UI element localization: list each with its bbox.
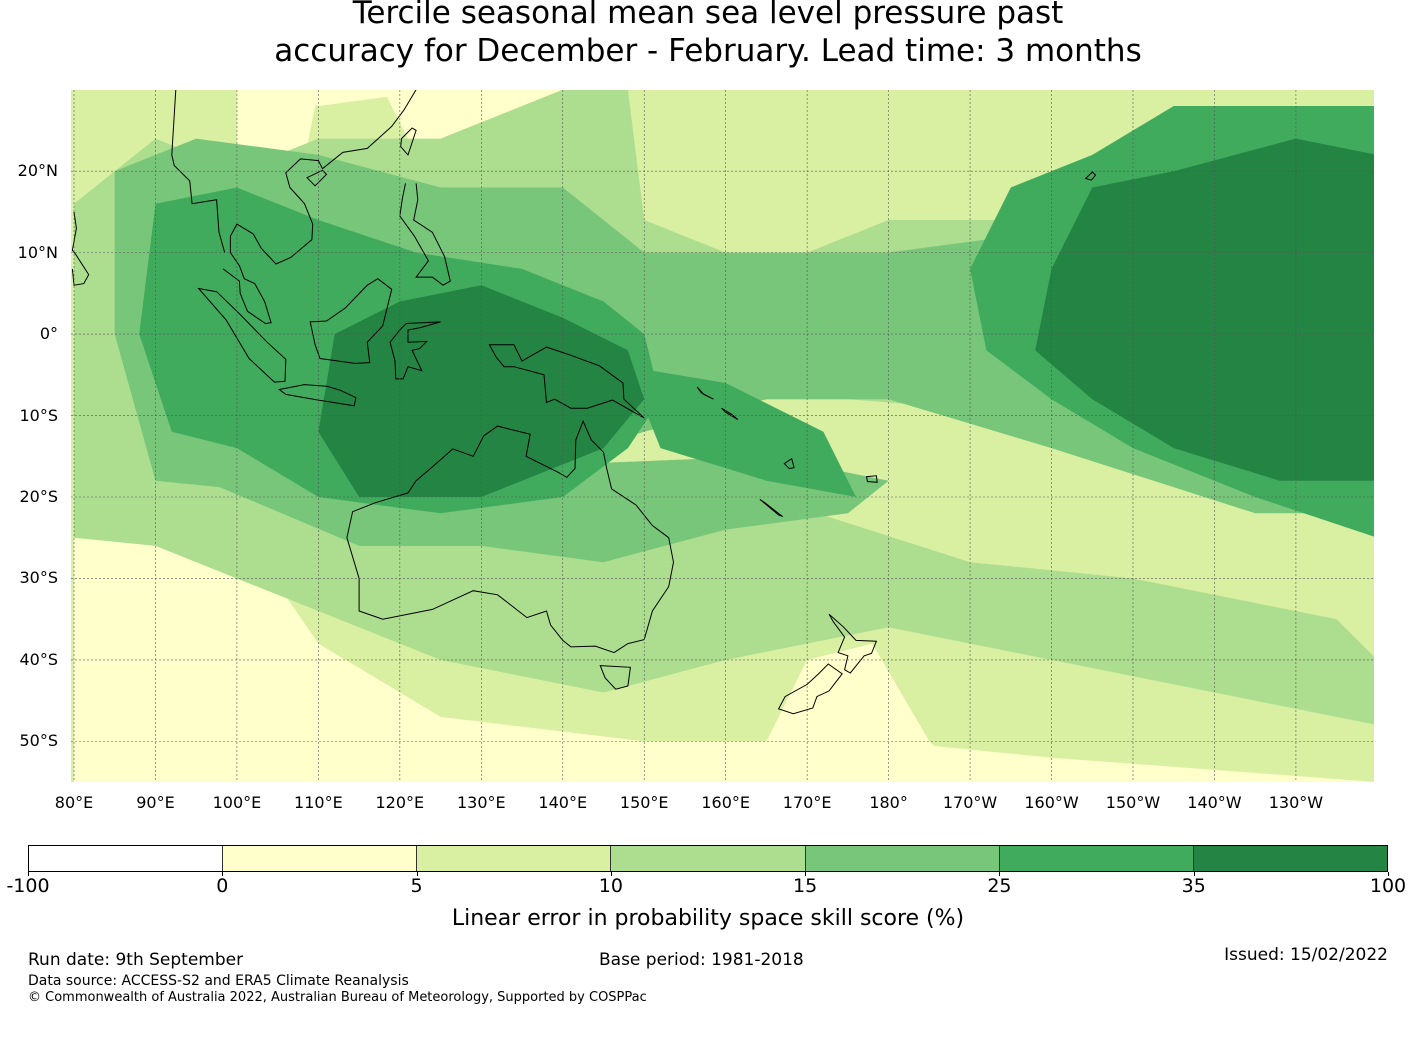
colorbar-tick-label: 35 — [1181, 875, 1206, 897]
colorbar-segment — [999, 846, 1194, 871]
longitude-label: 100°E — [212, 793, 262, 812]
longitude-label: 120°E — [375, 793, 425, 812]
colorbar-segment — [1193, 846, 1387, 871]
map-canvas — [71, 90, 1374, 782]
coastline-india-srilanka — [71, 211, 90, 286]
skill-score-map — [71, 90, 1374, 782]
coastline-java — [278, 384, 357, 407]
latitude-label: 50°S — [19, 731, 58, 751]
longitude-label: 90°E — [136, 793, 175, 812]
coastline-solomons-2 — [696, 386, 714, 400]
longitude-label: 160°E — [701, 793, 750, 812]
colorbar-segment — [611, 846, 806, 871]
latitude-label: 40°S — [19, 649, 58, 669]
graticule-layer — [71, 90, 1374, 782]
copyright-notice: © Commonwealth of Australia 2022, Austra… — [28, 990, 647, 1005]
coastline-nz-north — [828, 613, 878, 674]
coastline-myanmar — [171, 90, 226, 253]
latitude-label: 20°S — [19, 487, 58, 506]
colorbar-tick-label: 25 — [987, 875, 1012, 897]
skill-fill-layer — [71, 90, 1374, 782]
map-title-line-2: accuracy for December - February. Lead t… — [274, 33, 1142, 69]
data-source: Data source: ACCESS-S2 and ERA5 Climate … — [28, 973, 409, 989]
longitude-label: 160°W — [1024, 793, 1079, 812]
latitude-label: 20°N — [17, 161, 58, 181]
coastline-fiji — [866, 475, 878, 483]
colorbar-tick-label: 5 — [410, 875, 423, 897]
colorbar-segment — [417, 846, 612, 871]
longitude-label: 130°W — [1268, 793, 1324, 812]
colorbar-tick-label: -100 — [6, 875, 50, 897]
coastline-new-guinea — [488, 344, 645, 419]
colorbar — [28, 845, 1388, 872]
fill-nz-low — [725, 643, 970, 782]
colorbar-label: Linear error in probability space skill … — [451, 906, 965, 931]
longitude-label: 140°E — [538, 793, 588, 812]
longitude-label: 180° — [869, 793, 908, 812]
fill-coral-35 — [627, 366, 856, 497]
colorbar-tick-label: 15 — [793, 875, 818, 897]
longitude-label: 130°E — [456, 793, 506, 812]
colorbar-tick-mark — [610, 872, 612, 876]
colorbar-segment — [29, 846, 224, 871]
coastline-sulawesi — [389, 321, 441, 380]
fill-north-mid — [627, 90, 930, 220]
colorbar-tick-mark — [1388, 872, 1389, 876]
fill-south-low — [74, 513, 1374, 782]
coastline-new-caledonia — [759, 498, 784, 518]
run-date: Run date: 9th September — [28, 950, 244, 970]
colorbar-tick-mark — [222, 872, 224, 876]
coastline-hainan — [306, 169, 328, 187]
longitude-label: 170°W — [942, 793, 998, 812]
longitude-label: 170°E — [782, 793, 832, 812]
latitude-label: 30°S — [19, 568, 58, 588]
colorbar-tick-mark — [416, 872, 418, 876]
coastline-asia-mainland — [222, 90, 417, 325]
coastline-philippines — [399, 183, 451, 286]
latitude-label: 10°S — [19, 405, 58, 425]
coastline-taiwan — [400, 127, 417, 156]
map-title-line-1: Tercile seasonal mean sea level pressure… — [352, 0, 1064, 31]
colorbar-tick-mark — [999, 872, 1001, 876]
coastline-tasmania — [599, 665, 631, 690]
colorbar-tick-mark — [805, 872, 807, 876]
coastline-solomons-1 — [721, 407, 739, 421]
latitude-label: 0° — [39, 324, 58, 344]
latitude-label: 10°N — [17, 242, 58, 262]
colorbar-segment — [805, 846, 1000, 871]
longitude-label: 150°W — [1105, 793, 1161, 812]
longitude-label: 150°E — [619, 793, 669, 812]
colorbar-tick-label: 0 — [216, 875, 229, 897]
fill-southwest-low — [74, 545, 481, 782]
colorbar-segment — [223, 846, 418, 871]
coastline-borneo — [309, 278, 393, 364]
longitude-label: 140°W — [1187, 793, 1242, 812]
coastline-sumatra — [197, 287, 287, 383]
longitude-label: 110°E — [294, 793, 343, 812]
colorbar-tick-mark — [1193, 872, 1195, 876]
coastline-hawaii — [1084, 171, 1097, 181]
coastline-nz-south — [777, 663, 843, 715]
colorbar-tick-label: 10 — [598, 875, 623, 897]
coastline-vanuatu — [783, 457, 795, 470]
colorbar-tick-label: 100 — [1369, 875, 1407, 897]
base-period: Base period: 1981-2018 — [599, 950, 804, 970]
fill-east-pacific-core — [1035, 138, 1374, 481]
colorbar-tick-mark — [28, 872, 29, 876]
issued-date: Issued: 15/02/2022 — [1224, 945, 1388, 965]
longitude-label: 80°E — [54, 793, 94, 812]
